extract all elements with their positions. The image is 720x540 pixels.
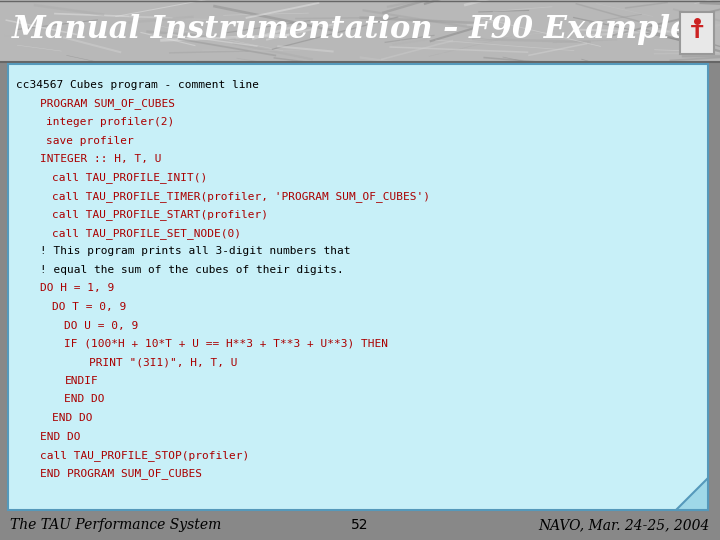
Text: cc34567 Cubes program - comment line: cc34567 Cubes program - comment line <box>16 80 259 90</box>
Text: INTEGER :: H, T, U: INTEGER :: H, T, U <box>40 154 162 164</box>
Text: Manual Instrumentation – F90 Example: Manual Instrumentation – F90 Example <box>12 14 690 45</box>
Text: DO H = 1, 9: DO H = 1, 9 <box>40 284 114 294</box>
Text: call TAU_PROFILE_INIT(): call TAU_PROFILE_INIT() <box>53 172 207 184</box>
Text: PRINT "(3I1)", H, T, U: PRINT "(3I1)", H, T, U <box>89 357 237 368</box>
Text: END PROGRAM SUM_OF_CUBES: END PROGRAM SUM_OF_CUBES <box>40 469 202 480</box>
Text: NAVO, Mar. 24-25, 2004: NAVO, Mar. 24-25, 2004 <box>539 518 710 532</box>
Text: The TAU Performance System: The TAU Performance System <box>10 518 221 532</box>
Text: save profiler: save profiler <box>46 136 134 145</box>
Text: 52: 52 <box>351 518 369 532</box>
Text: call TAU_PROFILE_START(profiler): call TAU_PROFILE_START(profiler) <box>53 210 269 220</box>
Text: DO U = 0, 9: DO U = 0, 9 <box>64 321 139 330</box>
Text: call TAU_PROFILE_TIMER(profiler, 'PROGRAM SUM_OF_CUBES'): call TAU_PROFILE_TIMER(profiler, 'PROGRA… <box>53 191 431 202</box>
Text: integer profiler(2): integer profiler(2) <box>46 117 174 127</box>
Text: ENDIF: ENDIF <box>64 376 98 386</box>
Text: T: T <box>690 24 703 42</box>
Text: IF (100*H + 10*T + U == H**3 + T**3 + U**3) THEN: IF (100*H + 10*T + U == H**3 + T**3 + U*… <box>64 339 388 349</box>
Polygon shape <box>676 478 708 510</box>
Text: call TAU_PROFILE_STOP(profiler): call TAU_PROFILE_STOP(profiler) <box>40 450 249 461</box>
Text: ! This program prints all 3-digit numbers that: ! This program prints all 3-digit number… <box>40 246 351 256</box>
FancyBboxPatch shape <box>680 12 714 54</box>
Text: END DO: END DO <box>40 431 81 442</box>
Text: ! equal the sum of the cubes of their digits.: ! equal the sum of the cubes of their di… <box>40 265 344 275</box>
Bar <box>8 64 708 510</box>
Text: DO T = 0, 9: DO T = 0, 9 <box>53 302 127 312</box>
Text: call TAU_PROFILE_SET_NODE(0): call TAU_PROFILE_SET_NODE(0) <box>53 228 241 239</box>
Text: PROGRAM SUM_OF_CUBES: PROGRAM SUM_OF_CUBES <box>40 98 175 110</box>
Text: END DO: END DO <box>53 413 93 423</box>
Text: END DO: END DO <box>64 395 105 404</box>
Bar <box>0 0 720 62</box>
